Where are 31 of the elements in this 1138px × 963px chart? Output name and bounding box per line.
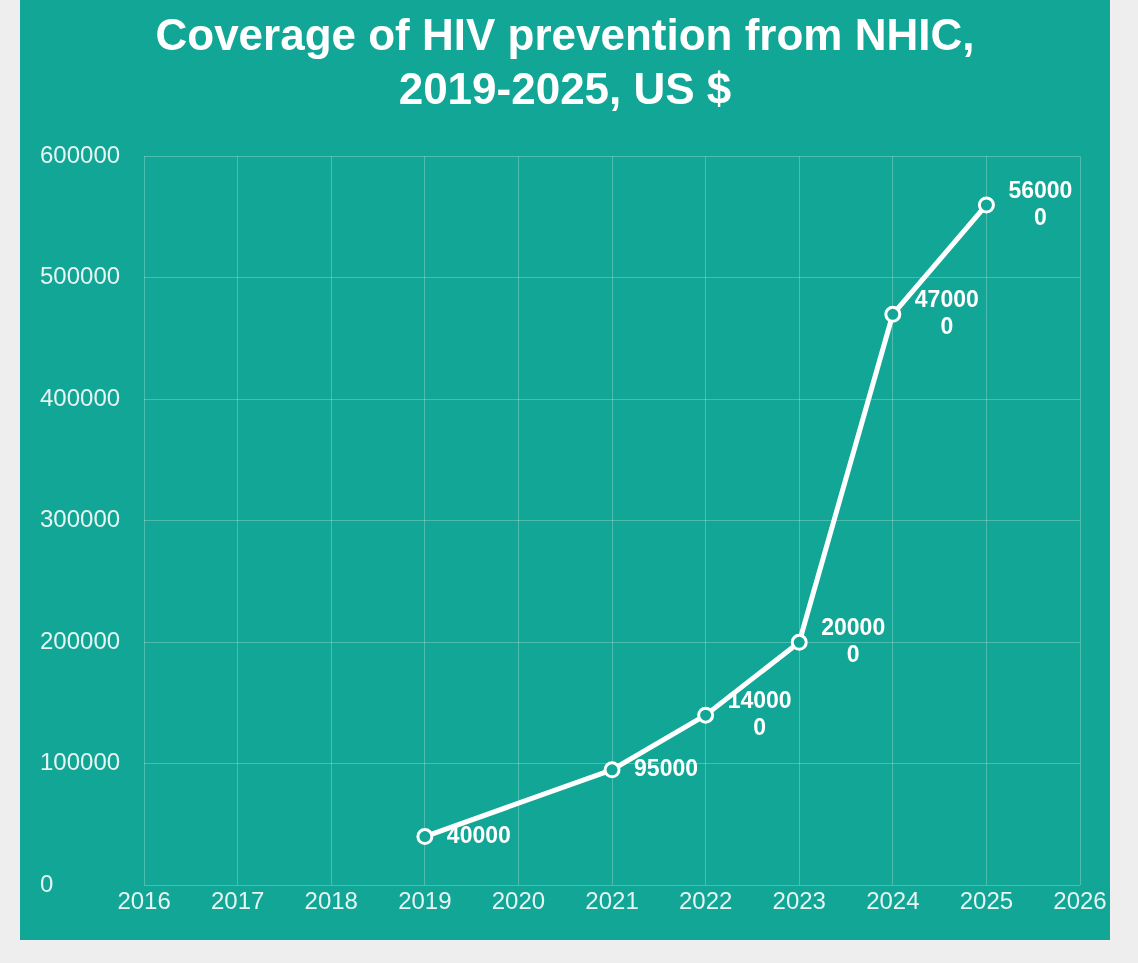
x-tick-label: 2017 (210, 887, 265, 915)
x-tick-label: 2023 (772, 887, 826, 915)
x-tick-label: 2026 (1053, 887, 1107, 915)
point (603, 761, 621, 779)
x-tick-label: 2020 (491, 887, 546, 915)
data-label: 40000 (446, 821, 511, 848)
data-label: 14000 0 (727, 686, 792, 740)
x-tick-label: 2021 (585, 887, 639, 915)
y-tick-label: 400000 (40, 383, 121, 411)
y-tick-label: 300000 (40, 505, 121, 533)
y-tick-label: 500000 (40, 262, 121, 290)
point (697, 706, 715, 724)
y-tick-label: 100000 (40, 748, 121, 776)
point (790, 633, 808, 651)
y-tick-label: 600000 (40, 141, 121, 169)
y-tick-label: 200000 (40, 626, 121, 654)
data-label: 95000 (634, 755, 699, 782)
data-label: 20000 0 (821, 614, 886, 668)
x-tick-label: 2019 (398, 887, 452, 915)
data-label: 56000 0 (1008, 176, 1073, 230)
chart-title: Coverage of HIV prevention from NHIC, 2019-2025, US $ (154, 9, 976, 115)
x-tick-label: 2024 (866, 887, 920, 915)
x-tick-label: 2016 (117, 887, 171, 915)
y-tick-label: 0 (40, 869, 54, 897)
x-tick-label: 2022 (678, 887, 733, 915)
point (884, 305, 902, 323)
point (977, 196, 995, 214)
data-label: 47000 0 (914, 286, 979, 340)
point (416, 828, 434, 846)
x-tick-label: 2025 (959, 887, 1014, 915)
x-tick-label: 2018 (304, 887, 358, 915)
